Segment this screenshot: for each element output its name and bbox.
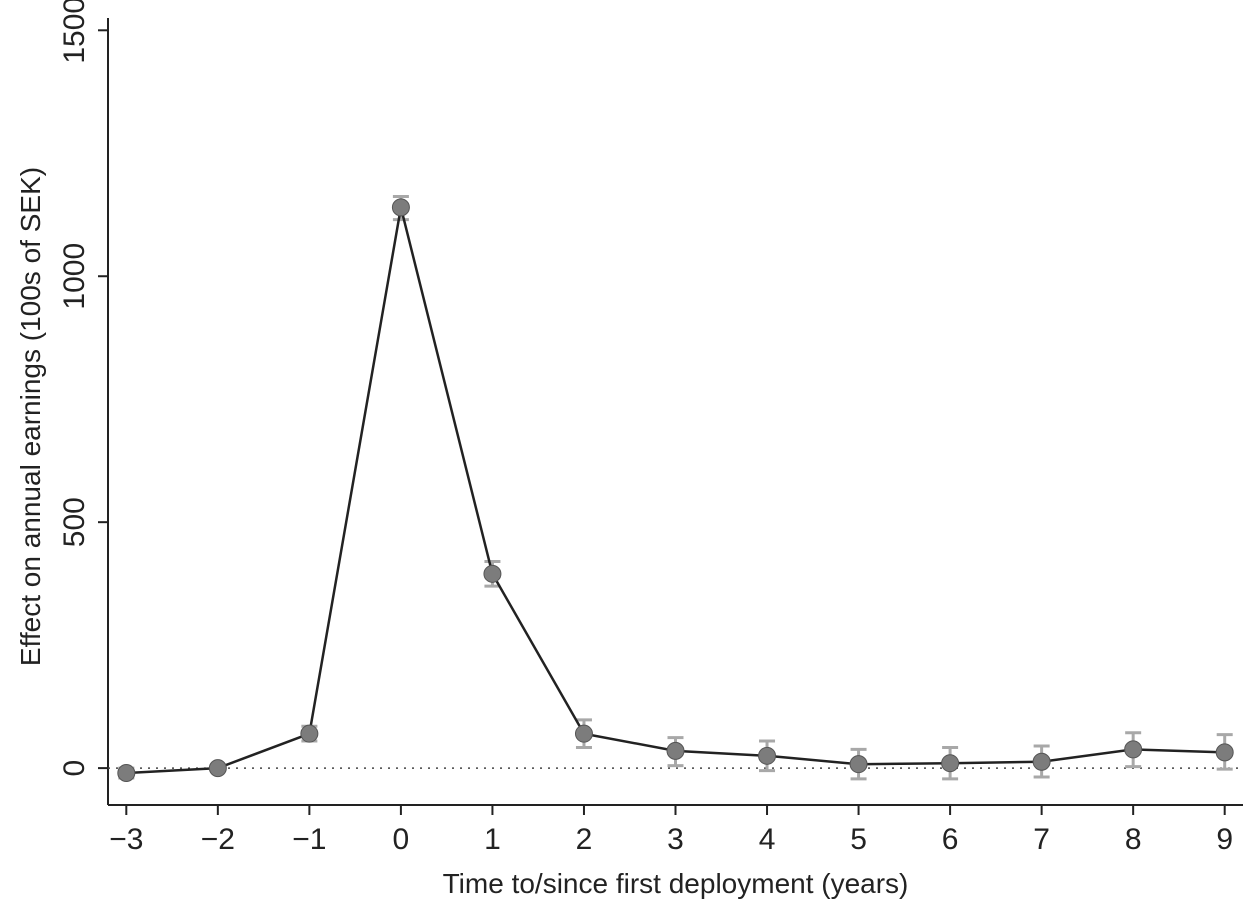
x-axis-title: Time to/since first deployment (years) <box>443 868 909 899</box>
data-point <box>208 759 227 778</box>
data-point <box>1032 752 1051 771</box>
data-point <box>941 754 960 773</box>
x-tick-label: −3 <box>109 823 143 856</box>
x-axis-ticks: −3 −2 −1 0 1 2 3 4 5 6 7 8 9 <box>109 805 1233 856</box>
x-tick-label: 3 <box>667 823 684 856</box>
x-tick-label: −2 <box>201 823 235 856</box>
data-point <box>1215 743 1234 762</box>
data-point <box>574 724 593 743</box>
x-tick-label: 9 <box>1216 823 1233 856</box>
data-point <box>391 198 410 217</box>
series-line <box>126 207 1225 775</box>
x-tick-label: 1 <box>484 823 501 856</box>
x-tick-label: 8 <box>1125 823 1142 856</box>
data-point <box>666 741 685 760</box>
data-points <box>117 198 1234 783</box>
y-tick-label: 0 <box>58 760 91 777</box>
data-point <box>849 755 868 774</box>
data-point <box>483 564 502 583</box>
data-point <box>117 764 136 783</box>
y-tick-label: 500 <box>58 497 91 547</box>
x-tick-label: 6 <box>942 823 959 856</box>
x-tick-label: 2 <box>576 823 593 856</box>
x-tick-label: 7 <box>1033 823 1050 856</box>
data-point <box>300 724 319 743</box>
x-tick-label: 0 <box>393 823 410 856</box>
x-tick-label: −1 <box>292 823 326 856</box>
error-bars <box>118 195 1233 781</box>
plot-frame <box>107 18 1243 806</box>
y-axis-ticks: 0 500 1000 1500 <box>58 0 108 776</box>
data-point <box>758 746 777 765</box>
y-tick-label: 1500 <box>58 0 91 64</box>
x-tick-label: 4 <box>759 823 776 856</box>
y-tick-label: 1000 <box>58 243 91 310</box>
data-point <box>1124 740 1143 759</box>
y-axis-title: Effect on annual earnings (100s of SEK) <box>15 167 46 666</box>
x-tick-label: 5 <box>850 823 867 856</box>
